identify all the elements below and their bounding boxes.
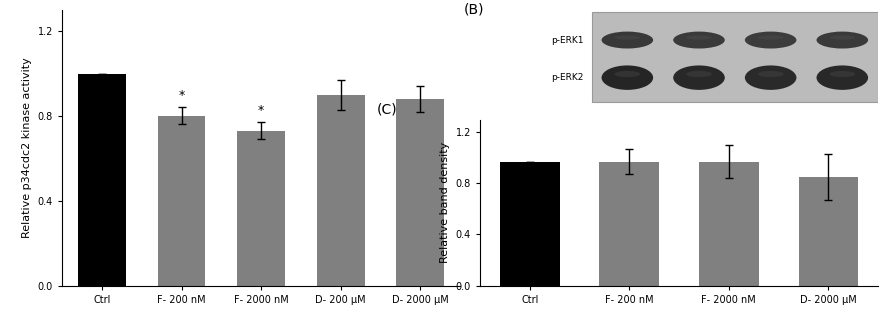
Text: p-ERK1: p-ERK1 <box>550 36 583 44</box>
Bar <box>797 177 858 286</box>
Text: (B): (B) <box>463 2 484 17</box>
Ellipse shape <box>816 32 867 48</box>
Text: p-ERK2: p-ERK2 <box>550 73 583 82</box>
Ellipse shape <box>828 71 854 77</box>
Text: *: * <box>178 89 184 102</box>
Bar <box>500 162 559 286</box>
Bar <box>396 99 444 286</box>
Ellipse shape <box>614 36 640 40</box>
Ellipse shape <box>816 65 867 90</box>
Bar <box>237 131 284 286</box>
Bar <box>158 116 206 286</box>
Ellipse shape <box>601 65 652 90</box>
Ellipse shape <box>672 32 724 48</box>
Ellipse shape <box>744 65 796 90</box>
Text: *: * <box>258 104 264 117</box>
Ellipse shape <box>757 36 782 40</box>
Ellipse shape <box>828 36 854 40</box>
Ellipse shape <box>757 71 782 77</box>
Y-axis label: Relative band density: Relative band density <box>439 142 449 263</box>
Ellipse shape <box>601 32 652 48</box>
Bar <box>316 95 364 286</box>
Ellipse shape <box>672 65 724 90</box>
FancyBboxPatch shape <box>591 12 877 102</box>
Ellipse shape <box>686 36 711 40</box>
Bar <box>78 74 126 286</box>
Ellipse shape <box>686 71 711 77</box>
Y-axis label: Relative p34cdc2 kinase activity: Relative p34cdc2 kinase activity <box>22 57 32 238</box>
Ellipse shape <box>744 32 796 48</box>
Bar <box>599 162 658 286</box>
Bar <box>698 162 758 286</box>
Text: (C): (C) <box>377 103 397 117</box>
Ellipse shape <box>614 71 640 77</box>
